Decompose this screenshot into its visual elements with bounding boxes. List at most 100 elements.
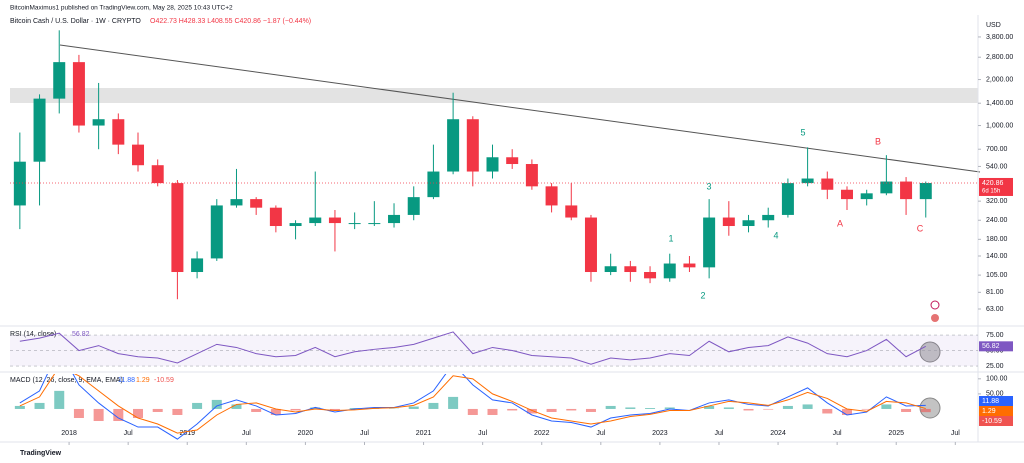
wave-label: 4 — [773, 230, 778, 240]
macd-title: MACD (12, 26, close, 9, EMA, EMA) — [10, 377, 123, 384]
macd-histogram-bar — [448, 396, 459, 409]
candle-body — [328, 217, 341, 224]
y-tick-label: 140.00 — [986, 253, 1008, 260]
macd-histogram-bar — [329, 408, 340, 411]
macd-value: -10.59 — [154, 377, 174, 384]
symbol-title: Bitcoin Cash / U.S. Dollar · 1W · CRYPTO — [10, 18, 141, 25]
x-tick-label: Jul — [124, 430, 133, 437]
macd-plot — [14, 374, 931, 440]
candle-body — [486, 157, 499, 172]
candle-body — [900, 181, 913, 200]
publisher: BitcoinMaximus1 published on TradingView… — [10, 5, 233, 12]
candle-body — [506, 157, 519, 165]
x-tick-label: 2020 — [298, 430, 314, 437]
footer-brand: TradingView — [20, 450, 62, 457]
price-tag-value: 420.86 — [982, 180, 1004, 187]
candle-body — [112, 119, 125, 145]
x-tick-label: Jul — [951, 430, 960, 437]
y-tick-label: 540.00 — [986, 163, 1008, 170]
y-tick-label: 75.00 — [986, 332, 1004, 339]
x-tick-label: 2018 — [61, 430, 77, 437]
y-tick-label: 1,000.00 — [986, 122, 1013, 129]
rsi-value: 56.82 — [72, 331, 90, 338]
icon — [930, 300, 940, 310]
candle-body — [663, 263, 676, 279]
wave-label: A — [837, 218, 843, 228]
countdown: 6d 15h — [982, 189, 1000, 195]
macd-histogram-bar — [310, 407, 321, 409]
candle-body — [703, 217, 716, 268]
macd-histogram-bar — [251, 408, 262, 412]
candle-body — [151, 165, 164, 184]
candle-body — [33, 98, 46, 162]
candle-body — [447, 119, 460, 172]
candle-body — [840, 189, 853, 200]
wave-label: B — [875, 136, 881, 146]
candle-body — [545, 186, 558, 206]
candle-body — [72, 62, 85, 126]
macd-histogram-bar — [664, 407, 675, 409]
candle-body — [584, 217, 597, 273]
macd-histogram-bar — [152, 408, 163, 412]
x-tick-label: 2024 — [770, 430, 786, 437]
y-tick-label: 240.00 — [986, 217, 1008, 224]
macd-histogram-bar — [645, 408, 656, 409]
y-tick-label: 2,800.00 — [986, 54, 1013, 61]
macd-histogram-bar — [526, 408, 537, 414]
macd-value: 1.29 — [136, 377, 150, 384]
macd-histogram-bar — [133, 408, 144, 418]
wave-label: 2 — [700, 290, 705, 300]
candle-body — [53, 62, 66, 99]
wave-label: 3 — [706, 181, 711, 191]
candles — [13, 30, 932, 300]
y-tick-label: 105.00 — [986, 272, 1008, 279]
candle-body — [604, 266, 617, 273]
resistance-zone — [10, 88, 978, 103]
macd-histogram-bar — [822, 408, 833, 414]
x-tick-label: 2019 — [179, 430, 195, 437]
candle-body — [132, 144, 145, 166]
ohlc-legend: O422.73 H428.33 L408.55 C420.86 −1.87 (−… — [150, 18, 311, 25]
macd-histogram-bar — [73, 408, 84, 418]
candle-body — [388, 214, 401, 224]
macd-histogram-bar — [861, 408, 872, 410]
macd-histogram-bar — [841, 408, 852, 415]
y-tick-label: 320.00 — [986, 198, 1008, 205]
y-tick-label: 1,400.00 — [986, 100, 1013, 107]
candle-body — [860, 193, 873, 200]
candle-body — [781, 183, 794, 215]
macd-histogram-bar — [54, 390, 65, 409]
candle-body — [309, 217, 322, 224]
candle-body — [722, 217, 735, 227]
candle-body — [762, 214, 775, 221]
macd-histogram-bar — [231, 404, 242, 409]
x-tick-label: 2021 — [416, 430, 432, 437]
macd-histogram-bar — [782, 405, 793, 409]
currency-label: USD — [986, 22, 1001, 29]
candle-body — [230, 199, 243, 206]
candle-body — [171, 183, 184, 273]
macd-tag — [979, 416, 1013, 426]
macd-line — [19, 374, 926, 440]
wave-label: C — [917, 223, 924, 233]
x-tick-label: 2025 — [888, 430, 904, 437]
x-tick-label: Jul — [596, 430, 605, 437]
macd-histogram-bar — [507, 408, 518, 411]
y-tick-label: 100.00 — [986, 376, 1008, 383]
trend-line — [59, 44, 981, 173]
macd-histogram-bar — [408, 406, 419, 409]
macd-histogram-bar — [192, 402, 203, 409]
candle-body — [191, 258, 204, 273]
candle-body — [644, 272, 657, 279]
x-tick-label: Jul — [478, 430, 487, 437]
candle-body — [683, 263, 696, 268]
candle-body — [92, 119, 105, 126]
candle-body — [348, 223, 361, 225]
highlight-circle — [919, 397, 941, 419]
macd-tag-value: 1.29 — [982, 408, 996, 415]
candle-body — [801, 178, 814, 184]
y-tick-label: 180.00 — [986, 236, 1008, 243]
candle-body — [821, 178, 834, 190]
candle-body — [624, 266, 637, 273]
